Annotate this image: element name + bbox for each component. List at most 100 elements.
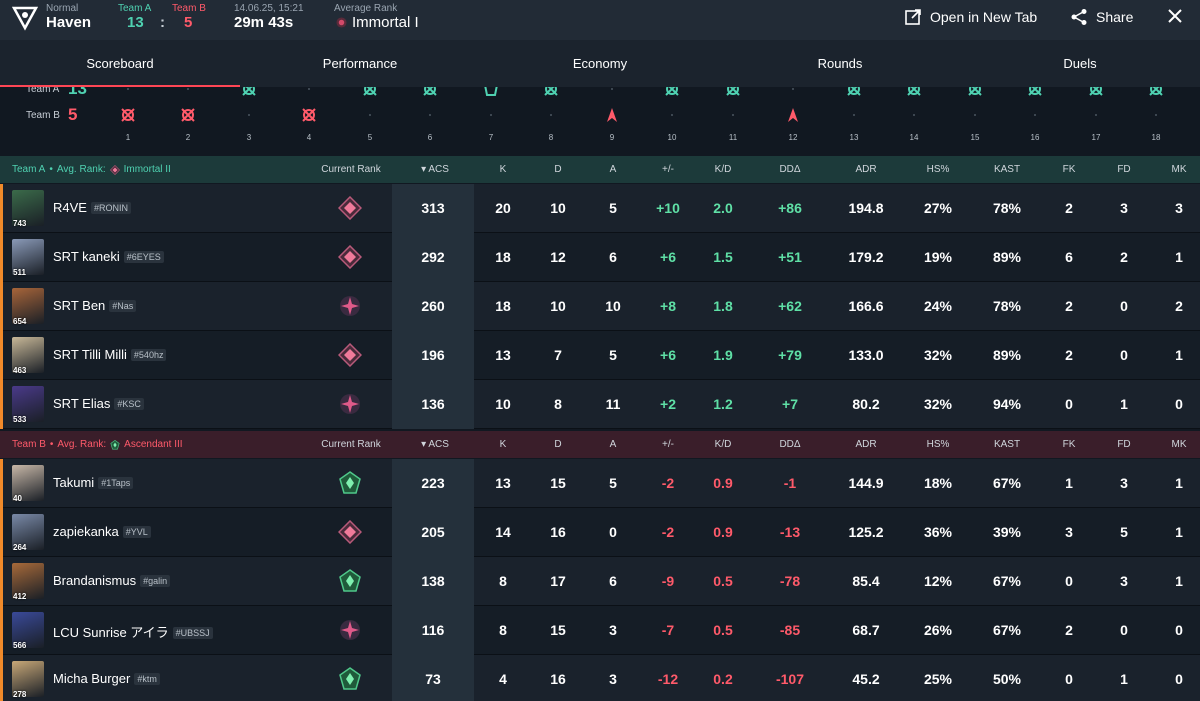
ascendant-rank-icon — [110, 439, 120, 449]
player-row[interactable]: 40 Takumi #1Taps 223 13 15 5 -2 0.9 -1 144.9 18% 67%… — [0, 459, 1200, 508]
player-dd: +79 — [778, 347, 802, 363]
player-row[interactable]: 264 zapiekanka #YVL 205 14 16 0 -2 0.9 -13 125.2 36… — [0, 508, 1200, 557]
player-row[interactable]: 743 R4VE #RONIN 313 20 10 5 +10 2.0 +86 194.8 27% 78… — [0, 184, 1200, 233]
player-name[interactable]: R4VE #RONIN — [53, 200, 131, 215]
agent-avatar — [12, 190, 44, 226]
player-kd: 0.9 — [713, 524, 733, 540]
round-number: 4 — [306, 133, 312, 142]
player-a: 5 — [609, 475, 617, 491]
player-name[interactable]: LCU Sunrise アイラ #UBSSJ — [53, 622, 213, 641]
player-name[interactable]: SRT kaneki #6EYES — [53, 249, 164, 264]
player-kd: 1.9 — [713, 347, 733, 363]
player-a: 6 — [609, 573, 617, 589]
player-kast: 89% — [992, 249, 1022, 265]
round-16[interactable]: 16 — [1020, 87, 1050, 147]
player-row[interactable]: 654 SRT Ben #Nas 260 18 10 10 +8 1.8 +62 166.6 24% 7… — [0, 282, 1200, 331]
player-a: 11 — [605, 396, 621, 412]
column-acs-label: ACS — [428, 439, 449, 450]
round-number: 6 — [427, 133, 433, 142]
round-2[interactable]: 2 — [173, 87, 203, 147]
player-row[interactable]: 463 SRT Tilli Milli #540hz 196 13 7 5 +6 1.9 +79 1… — [0, 331, 1200, 380]
agent-avatar — [12, 337, 44, 373]
player-d: 12 — [550, 249, 566, 265]
tab-scoreboard[interactable]: Scoreboard — [0, 40, 240, 87]
elimination-icon — [121, 108, 135, 122]
team-a-score: 13 — [127, 14, 144, 31]
acs-highlight — [392, 606, 474, 655]
player-kast: 78% — [992, 200, 1022, 216]
player-row[interactable]: 566 LCU Sunrise アイラ #UBSSJ 116 8 15 3 -7 0.5 -85 6… — [0, 606, 1200, 655]
timeline-team-a-score: 13 — [68, 87, 87, 98]
round-12[interactable]: 12 — [778, 87, 808, 147]
player-hs: 32% — [923, 396, 953, 412]
player-name[interactable]: Brandanismus #galin — [53, 573, 171, 588]
round-4[interactable]: 4 — [294, 87, 324, 147]
column-acs-sort[interactable]: ▾ ACS — [405, 439, 465, 450]
round-8[interactable]: 8 — [536, 87, 566, 147]
player-kast: 50% — [992, 671, 1022, 687]
player-name[interactable]: Takumi #1Taps — [53, 475, 134, 490]
player-hs: 24% — [923, 298, 953, 314]
player-name[interactable]: Micha Burger #ktm — [53, 671, 160, 686]
round-9[interactable]: 9 — [597, 87, 627, 147]
player-acs: 138 — [421, 573, 445, 589]
round-6[interactable]: 6 — [415, 87, 445, 147]
immortal-rank-icon — [109, 164, 120, 175]
player-d: 17 — [550, 573, 566, 589]
player-name-text: zapiekanka — [53, 524, 119, 539]
round-13[interactable]: 13 — [839, 87, 869, 147]
timeline-team-a-label: Team A — [26, 87, 60, 95]
player-pm: +8 — [660, 298, 676, 314]
round-7[interactable]: 7 — [476, 87, 506, 147]
round-3[interactable]: 3 — [234, 87, 264, 147]
player-dd: +7 — [782, 396, 798, 412]
round-number: 11 — [728, 133, 738, 142]
acs-highlight — [392, 380, 474, 429]
round-11[interactable]: 11 — [718, 87, 748, 147]
player-tag: #YVL — [122, 526, 151, 538]
player-fk: 0 — [1065, 573, 1073, 589]
player-d: 7 — [554, 347, 562, 363]
player-pm: +6 — [660, 249, 676, 265]
player-dd: +86 — [778, 200, 802, 216]
round-empty-marker — [853, 114, 855, 116]
column-hs: HS% — [926, 164, 950, 175]
player-fk: 2 — [1065, 622, 1073, 638]
tab-rounds[interactable]: Rounds — [817, 56, 863, 71]
defuse-icon — [484, 87, 498, 96]
tab-economy[interactable]: Economy — [572, 56, 628, 71]
share-button[interactable]: Share — [1070, 5, 1133, 29]
round-14[interactable]: 14 — [899, 87, 929, 147]
agent-color-bar — [0, 606, 3, 655]
column-kd: K/D — [714, 164, 732, 175]
player-kd: 1.8 — [713, 298, 733, 314]
player-d: 10 — [550, 298, 566, 314]
tab-duels[interactable]: Duels — [1063, 56, 1097, 71]
column-kast: KAST — [993, 439, 1021, 450]
player-row[interactable]: 278 Micha Burger #ktm 73 4 16 3 -12 0.2 -107 45.2 2… — [0, 655, 1200, 701]
round-10[interactable]: 10 — [657, 87, 687, 147]
player-name[interactable]: zapiekanka #YVL — [53, 524, 151, 539]
player-row[interactable]: 412 Brandanismus #galin 138 8 17 6 -9 0.5 -78 85.4… — [0, 557, 1200, 606]
round-5[interactable]: 5 — [355, 87, 385, 147]
tab-performance[interactable]: Performance — [322, 56, 398, 71]
column-pm: +/- — [662, 164, 674, 175]
player-acs: 223 — [421, 475, 445, 491]
close-icon[interactable] — [1166, 7, 1184, 25]
acs-highlight — [392, 557, 474, 606]
round-18[interactable]: 18 — [1141, 87, 1171, 147]
open-in-new-tab-button[interactable]: Open in New Tab — [904, 5, 1037, 29]
player-name[interactable]: SRT Elias #KSC — [53, 396, 144, 411]
round-17[interactable]: 17 — [1081, 87, 1111, 147]
player-name[interactable]: SRT Tilli Milli #540hz — [53, 347, 167, 362]
player-fd: 0 — [1120, 298, 1128, 314]
round-1[interactable]: 1 — [113, 87, 143, 147]
player-row[interactable]: 533 SRT Elias #KSC 136 10 8 11 +2 1.2 +7 80.2 32% 94… — [0, 380, 1200, 429]
player-name[interactable]: SRT Ben #Nas — [53, 298, 137, 313]
round-15[interactable]: 15 — [960, 87, 990, 147]
avg-rank-value: Ascendant III — [124, 439, 183, 450]
acs-highlight — [392, 184, 474, 233]
column-acs-sort[interactable]: ▾ ACS — [405, 164, 465, 175]
column-pm: +/- — [662, 439, 674, 450]
player-row[interactable]: 511 SRT kaneki #6EYES 292 18 12 6 +6 1.5 +51 179.2… — [0, 233, 1200, 282]
